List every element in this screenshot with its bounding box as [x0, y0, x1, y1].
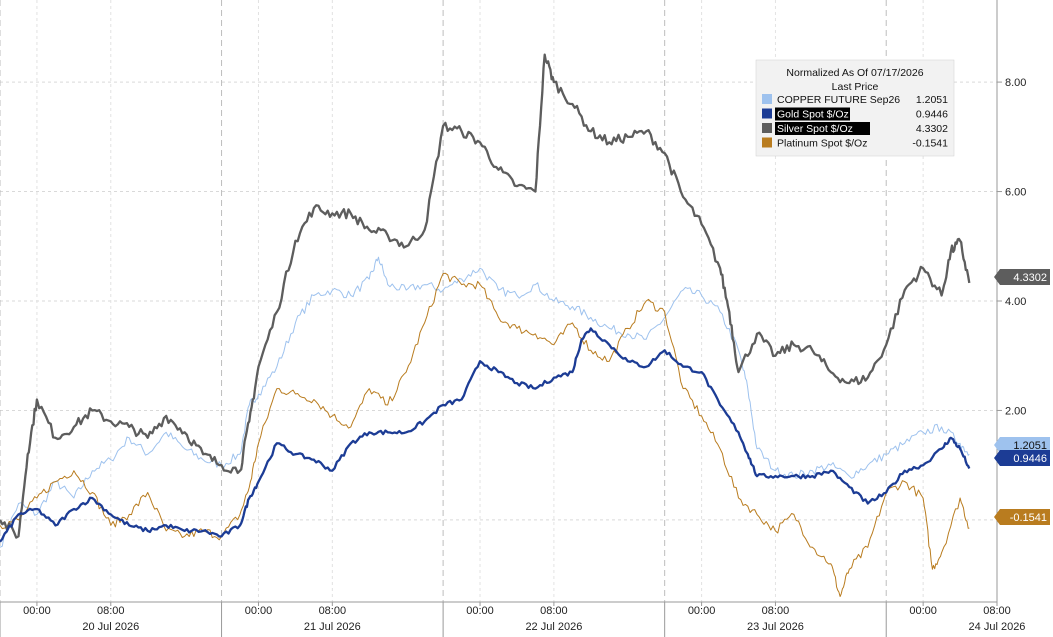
series-line-2: [0, 53, 971, 539]
y-tick-label: 2.00: [1005, 405, 1026, 417]
x-day-label: 24 Jul 2026: [969, 621, 1026, 633]
legend-subtitle: Last Price: [832, 81, 879, 93]
legend-series-name: Platinum Spot $/Oz: [777, 138, 867, 150]
legend-swatch: [762, 123, 772, 133]
legend-title: Normalized As Of 07/17/2026: [786, 67, 923, 79]
last-price-badge-text: 4.3302: [1013, 272, 1047, 284]
x-hour-label: 08:00: [540, 605, 568, 617]
y-tick-label: 8.00: [1005, 77, 1026, 89]
x-day-label: 23 Jul 2026: [747, 621, 804, 633]
y-tick-label: 6.00: [1005, 187, 1026, 199]
last-price-badge: [994, 269, 1050, 285]
last-price-badge: [994, 450, 1050, 466]
x-axis: 00:00 08:00 20 Jul 2026 00:00 08:00 21 Jul 20…: [0, 602, 1025, 637]
legend-name-highlight: [775, 122, 870, 135]
legend-rows: COPPER FUTURE Sep26 1.2051 Gold Spot $/Oz 0…: [762, 94, 948, 150]
legend-series-name: COPPER FUTURE Sep26: [777, 94, 900, 106]
last-price-badge-text: 0.9446: [1013, 453, 1047, 465]
x-day-label: 21 Jul 2026: [304, 621, 361, 633]
x-hour-label: 00:00: [688, 605, 716, 617]
y-tick-label: 4.00: [1005, 296, 1026, 308]
x-hour-label: 00:00: [245, 605, 273, 617]
legend: Normalized As Of 07/17/2026 Last Price C…: [755, 59, 955, 157]
x-hour-label: 08:00: [319, 605, 347, 617]
legend-series-last: -0.1541: [912, 138, 948, 150]
last-price-badge-text: -0.1541: [1010, 512, 1047, 524]
x-hour-label: 08:00: [983, 605, 1011, 617]
x-hour-label: 08:00: [97, 605, 125, 617]
last-price-badge: [994, 509, 1050, 525]
legend-series-name: Gold Spot $/Oz: [777, 109, 849, 121]
x-hour-label: 00:00: [466, 605, 494, 617]
legend-series-last: 0.9446: [916, 109, 948, 121]
x-day-label: 20 Jul 2026: [82, 621, 139, 633]
x-hour-label: 08:00: [762, 605, 790, 617]
series-line-3: [0, 272, 970, 597]
legend-series-last: 1.2051: [916, 94, 948, 106]
legend-name-highlight: [775, 107, 850, 121]
series-layer: [0, 53, 971, 597]
legend-swatch: [762, 108, 772, 119]
last-price-badge: [994, 437, 1050, 453]
x-hour-label: 00:00: [23, 605, 51, 617]
x-hour-label: 00:00: [909, 605, 937, 617]
series-line-1: [0, 327, 971, 543]
legend-swatch: [762, 94, 772, 104]
legend-series-name: Silver Spot $/Oz: [777, 123, 853, 135]
series-line-0: [0, 256, 970, 548]
last-price-badge-text: 1.2051: [1013, 440, 1047, 452]
legend-swatch: [762, 137, 772, 148]
x-day-label: 22 Jul 2026: [525, 621, 582, 633]
legend-series-last: 4.3302: [916, 123, 948, 135]
